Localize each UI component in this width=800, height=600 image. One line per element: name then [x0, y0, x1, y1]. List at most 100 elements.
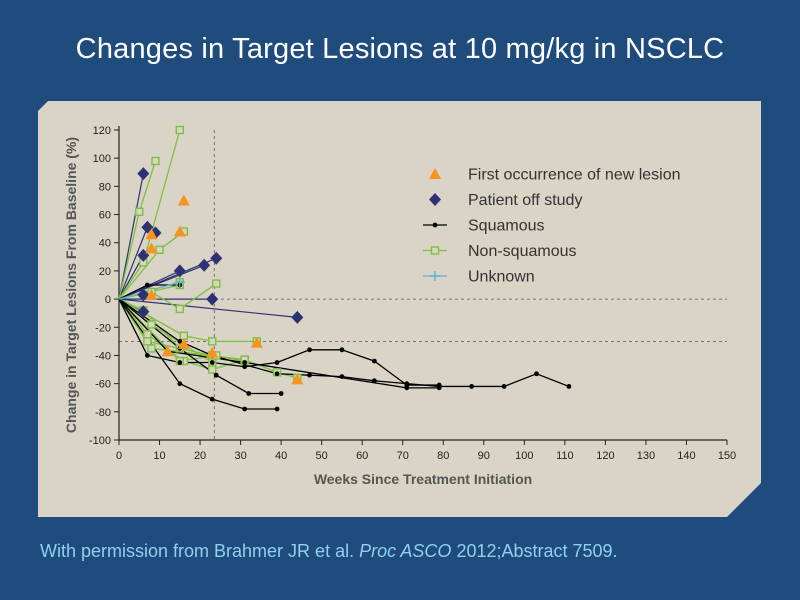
- non-squamous-point: [212, 279, 221, 288]
- x-tick-label: 20: [194, 450, 206, 462]
- squamous-point: [307, 347, 312, 353]
- y-tick-label: 100: [93, 153, 111, 165]
- y-tick-label: 80: [99, 181, 111, 193]
- off-study-marker: [137, 167, 150, 181]
- squamous-point: [339, 347, 345, 353]
- x-tick-label: 0: [116, 450, 122, 462]
- x-tick-label: 120: [596, 450, 614, 462]
- x-tick-label: 100: [515, 450, 533, 462]
- x-tick-label: 10: [153, 450, 165, 462]
- non-squamous-point: [155, 245, 164, 254]
- non-squamous-point: [135, 207, 144, 216]
- new-lesion-marker: [161, 345, 174, 357]
- series-markers: [135, 125, 572, 412]
- non-squamous-point: [208, 337, 217, 346]
- y-tick-label: 60: [99, 210, 111, 222]
- y-tick-label: -20: [95, 322, 111, 334]
- x-tick-label: 30: [234, 450, 246, 462]
- squamous-point: [242, 360, 248, 365]
- y-tick-label: 40: [99, 238, 111, 250]
- non-squamous-point: [147, 320, 156, 329]
- squamous-point: [242, 364, 248, 370]
- legend-entry: First occurrence of new lesion: [429, 167, 681, 184]
- squamous-point: [278, 391, 284, 396]
- legend-entry: Patient off study: [429, 192, 582, 209]
- legend-entry: Unknown: [423, 269, 535, 286]
- squamous-point: [501, 384, 507, 389]
- squamous-point: [177, 338, 183, 344]
- squamous-point: [209, 396, 215, 402]
- squamous-point: [436, 385, 442, 391]
- new-lesion-marker: [145, 228, 158, 240]
- squamous-point: [371, 358, 377, 364]
- non-squamous-point: [179, 331, 189, 340]
- squamous-point: [177, 381, 183, 387]
- squamous-point: [307, 372, 312, 378]
- y-axis-label: Change in Target Lesions From Baseline (…: [63, 137, 79, 433]
- new-lesion-marker: [291, 373, 304, 385]
- new-lesion-marker: [429, 168, 441, 179]
- non-squamous-point: [175, 304, 185, 314]
- x-tick-label: 90: [478, 450, 490, 462]
- non-squamous-point: [175, 125, 185, 135]
- citation-suffix: 2012;Abstract 7509.: [451, 541, 618, 561]
- x-tick-label: 130: [637, 450, 655, 462]
- squamous-point: [404, 381, 410, 387]
- x-tick-label: 80: [437, 450, 449, 462]
- squamous-point: [404, 385, 410, 391]
- non-squamous-point: [143, 337, 152, 346]
- y-tick-label: 0: [105, 294, 111, 306]
- x-axis-label: Weeks Since Treatment Initiation: [314, 471, 532, 487]
- squamous-point: [534, 371, 539, 377]
- off-study-marker: [137, 288, 150, 302]
- off-study-marker: [198, 258, 211, 272]
- y-tick-label: -100: [89, 435, 111, 447]
- squamous-point: [469, 384, 475, 389]
- unknown-point: [174, 277, 185, 288]
- squamous-point: [371, 378, 377, 384]
- squamous-point: [242, 406, 248, 412]
- legend-entry: Non-squamous: [423, 243, 577, 260]
- non-squamous-series-line: [118, 298, 257, 343]
- legend-label: Non-squamous: [468, 243, 577, 260]
- legend-label: Squamous: [468, 218, 545, 235]
- off-study-marker: [137, 305, 150, 319]
- squamous-point: [274, 360, 280, 365]
- legend: First occurrence of new lesion Patient of…: [423, 167, 681, 286]
- squamous-point: [209, 360, 215, 365]
- squamous-point: [274, 371, 280, 377]
- axes: -100 -80 -60 -40 -20 0 20 40 60 80 100 120 0 10 20 30 40…: [63, 125, 736, 487]
- new-lesion-marker: [145, 242, 158, 254]
- new-lesion-marker: [250, 336, 263, 348]
- off-study-line: [118, 298, 298, 319]
- squamous-point: [144, 353, 150, 358]
- non-squamous-point: [430, 246, 440, 255]
- off-study-line: [118, 173, 144, 300]
- off-study-marker: [137, 248, 150, 262]
- squamous-point: [274, 406, 280, 412]
- y-tick-label: 120: [93, 125, 111, 137]
- new-lesion-marker: [177, 338, 190, 350]
- new-lesion-marker: [145, 288, 158, 300]
- squamous-point: [213, 372, 219, 378]
- reference-lines: [119, 130, 727, 440]
- non-squamous-point: [151, 156, 160, 166]
- legend-label: Unknown: [468, 269, 535, 286]
- y-tick-label: 20: [99, 266, 111, 278]
- squamous-point: [246, 391, 252, 396]
- x-tick-label: 150: [718, 450, 736, 462]
- off-study-marker: [206, 292, 219, 306]
- squamous-point: [432, 222, 438, 228]
- x-tick-label: 50: [316, 450, 328, 462]
- off-study-marker: [429, 193, 441, 206]
- squamous-point: [566, 384, 572, 389]
- x-tick-label: 140: [677, 450, 695, 462]
- legend-label: First occurrence of new lesion: [468, 167, 681, 184]
- x-tick-label: 110: [556, 450, 574, 462]
- y-tick-label: -60: [95, 379, 111, 391]
- x-tick-label: 40: [275, 450, 287, 462]
- x-tick-label: 60: [356, 450, 368, 462]
- citation-prefix: With permission from Brahmer JR et al.: [40, 541, 360, 561]
- off-study-marker: [141, 220, 154, 234]
- squamous-point: [339, 374, 345, 379]
